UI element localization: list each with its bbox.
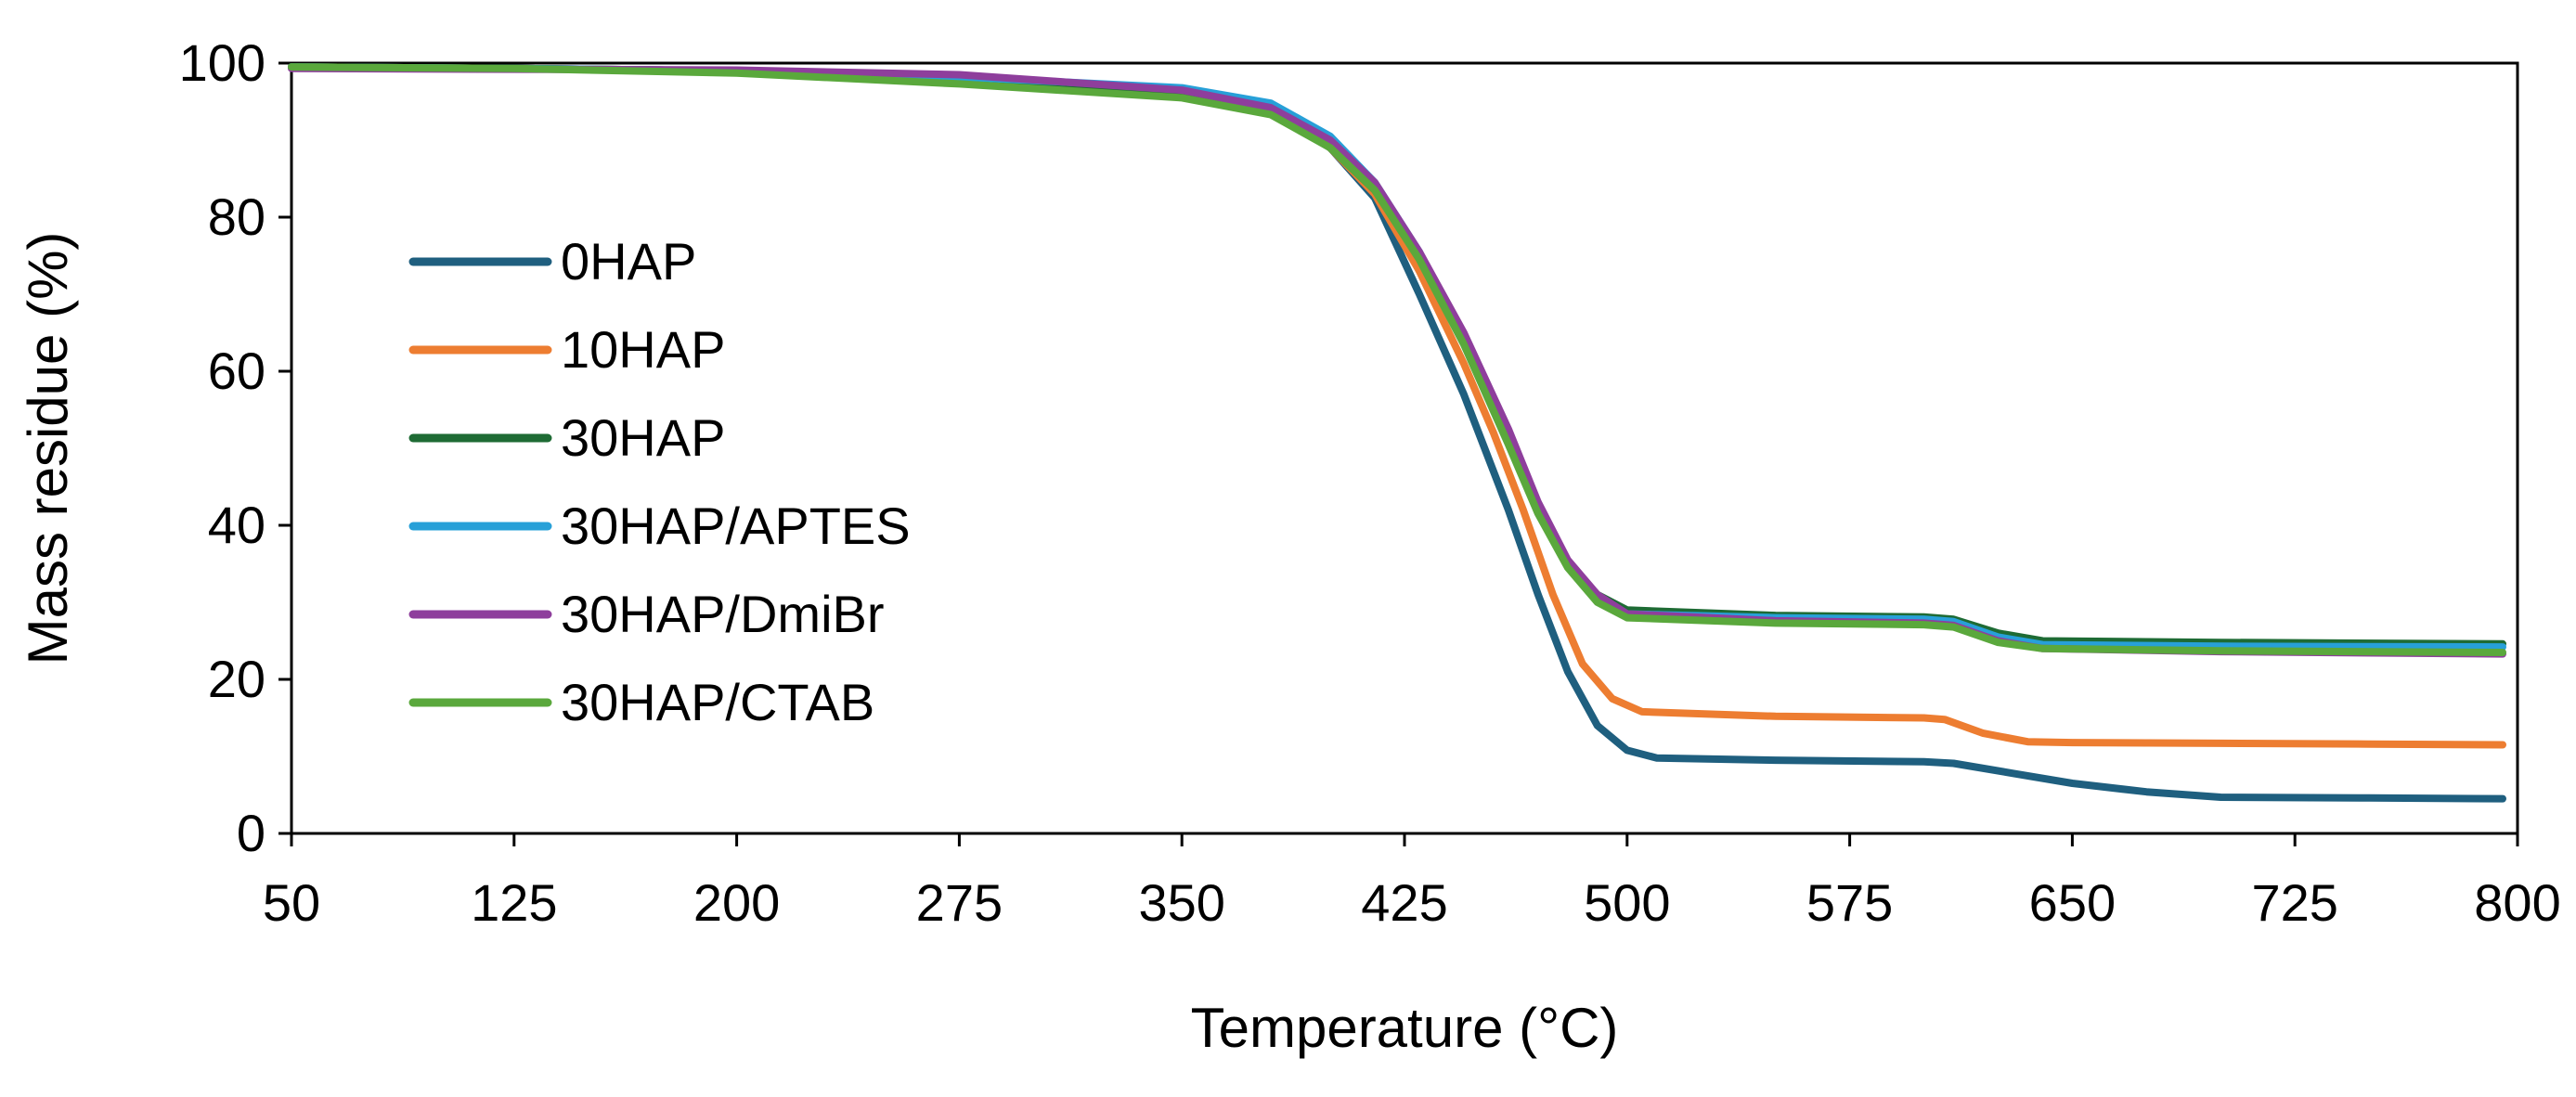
y-tick-label: 40 bbox=[208, 496, 265, 554]
x-tick-label: 800 bbox=[2474, 873, 2560, 932]
series-lines bbox=[288, 63, 2506, 803]
series-line-30hap-ctab bbox=[288, 63, 2506, 656]
x-tick-label: 125 bbox=[471, 873, 557, 932]
y-tick-label: 60 bbox=[208, 342, 265, 400]
legend-label-30hap-aptes: 30HAP/APTES bbox=[561, 497, 911, 555]
x-axis-title: Temperature (°C) bbox=[1191, 997, 1619, 1059]
y-axis-ticks: 0 20 40 60 80 100 bbox=[179, 33, 291, 862]
y-tick-label: 20 bbox=[208, 650, 265, 708]
x-tick-label: 350 bbox=[1138, 873, 1224, 932]
x-tick-label: 50 bbox=[263, 873, 320, 932]
y-tick-label: 80 bbox=[208, 187, 265, 246]
x-tick-label: 500 bbox=[1584, 873, 1670, 932]
legend-label-10hap: 10HAP bbox=[561, 320, 725, 379]
legend-label-30hap: 30HAP bbox=[561, 408, 725, 467]
x-tick-label: 650 bbox=[2029, 873, 2116, 932]
x-tick-label: 725 bbox=[2251, 873, 2337, 932]
y-tick-label: 100 bbox=[179, 33, 265, 92]
legend-label-30hap-dmibr: 30HAP/DmiBr bbox=[561, 585, 885, 643]
legend-label-30hap-ctab: 30HAP/CTAB bbox=[561, 673, 874, 731]
x-axis-ticks: 50 125 200 275 350 425 500 575 650 725 800 bbox=[263, 833, 2561, 932]
y-axis-title: Mass residue (%) bbox=[17, 232, 79, 665]
legend: 0HAP 10HAP 30HAP 30HAP/APTES 30HAP/DmiBr 30HA… bbox=[408, 232, 911, 731]
x-tick-label: 275 bbox=[916, 873, 1003, 932]
legend-label-0hap: 0HAP bbox=[561, 232, 696, 290]
x-tick-label: 425 bbox=[1361, 873, 1447, 932]
y-tick-label: 0 bbox=[237, 804, 265, 862]
x-tick-label: 575 bbox=[1806, 873, 1893, 932]
x-tick-label: 200 bbox=[693, 873, 780, 932]
